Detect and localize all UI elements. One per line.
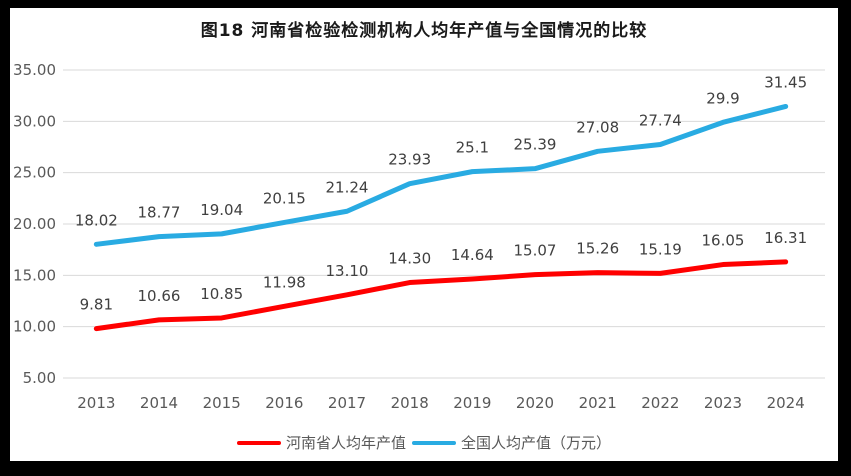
data-label: 29.9	[706, 89, 739, 107]
legend-item-henan: 河南省人均年产值	[236, 432, 406, 453]
x-tick-label: 2016	[265, 394, 303, 412]
x-tick-label: 2014	[140, 394, 178, 412]
y-tick-label: 25.00	[13, 164, 56, 182]
data-label: 15.19	[639, 240, 682, 258]
x-tick-label: 2023	[704, 394, 742, 412]
data-label: 16.05	[702, 232, 745, 250]
legend-label-henan: 河南省人均年产值	[285, 434, 406, 452]
x-tick-label: 2013	[77, 394, 115, 412]
data-label: 14.30	[388, 250, 431, 268]
series-line-1	[93, 103, 789, 247]
y-tick-label: 35.00	[13, 61, 56, 79]
data-label: 18.02	[75, 211, 118, 229]
data-label: 21.24	[326, 178, 369, 196]
data-label: 19.04	[200, 201, 243, 219]
y-tick-label: 5.00	[23, 369, 56, 387]
legend-swatch-henan-icon	[236, 440, 281, 445]
x-tick-label: 2022	[641, 394, 679, 412]
chart-container: 图18 河南省检验检测机构人均年产值与全国情况的比较 5.00 10.00 15.0…	[10, 8, 838, 461]
data-label: 25.39	[514, 136, 557, 154]
data-label: 10.66	[138, 287, 181, 305]
legend-swatch-national-icon	[412, 440, 456, 445]
data-label: 9.81	[80, 296, 113, 314]
x-tick-label: 2024	[767, 394, 805, 412]
data-label: 25.1	[456, 139, 489, 157]
legend-label-national: 全国人均产值（万元）	[461, 434, 612, 452]
x-tick-label: 2017	[328, 394, 366, 412]
data-label: 11.98	[263, 273, 306, 291]
x-tick-label: 2021	[579, 394, 617, 412]
data-label: 14.64	[451, 246, 494, 264]
data-label: 13.10	[326, 262, 369, 280]
x-tick-label: 2020	[516, 394, 554, 412]
legend-item-national: 全国人均产值（万元）	[412, 432, 611, 453]
line-chart-plot: 5.00 10.00 15.00 20.00 25.00 30.00 35.00 2013 20…	[13, 61, 825, 412]
chart-title: 图18 河南省检验检测机构人均年产值与全国情况的比较	[200, 21, 648, 41]
y-tick-label: 15.00	[13, 266, 56, 284]
data-label: 27.74	[639, 112, 682, 130]
series-line-0	[93, 259, 789, 332]
data-label: 15.26	[576, 240, 619, 258]
data-label: 10.85	[200, 285, 243, 303]
data-label: 15.07	[514, 242, 557, 260]
y-tick-label: 30.00	[13, 112, 56, 130]
data-label: 31.45	[764, 73, 807, 91]
x-tick-label: 2019	[453, 394, 491, 412]
y-tick-label: 10.00	[13, 318, 56, 336]
data-label: 16.31	[764, 229, 807, 247]
y-tick-label: 20.00	[13, 215, 56, 233]
x-tick-label: 2015	[203, 394, 241, 412]
x-tick-label: 2018	[391, 394, 429, 412]
data-label: 18.77	[138, 204, 181, 222]
chart-legend: 河南省人均年产值 全国人均产值（万元）	[10, 432, 838, 453]
data-label: 20.15	[263, 189, 306, 207]
data-label: 27.08	[576, 118, 619, 136]
data-label: 23.93	[388, 151, 431, 169]
